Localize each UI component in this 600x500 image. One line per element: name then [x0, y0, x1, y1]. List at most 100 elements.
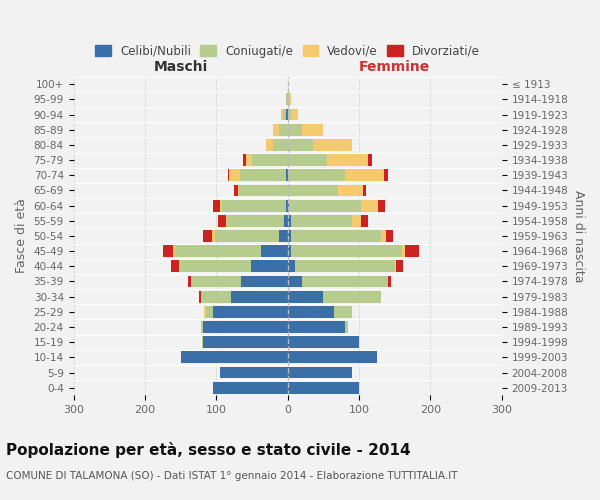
Y-axis label: Fasce di età: Fasce di età — [15, 198, 28, 274]
Bar — [215, 230, 279, 242]
Bar — [204, 306, 206, 318]
Bar — [287, 154, 327, 166]
Text: Femmine: Femmine — [359, 60, 430, 74]
Bar — [181, 352, 287, 364]
Bar — [286, 170, 287, 181]
Bar — [170, 260, 179, 272]
Bar — [361, 200, 379, 211]
Text: Maschi: Maschi — [154, 60, 208, 74]
Bar — [234, 184, 238, 196]
Bar — [287, 124, 302, 136]
Bar — [213, 382, 287, 394]
Bar — [260, 245, 287, 257]
Bar — [291, 108, 298, 120]
Bar — [287, 276, 302, 287]
Bar — [287, 321, 345, 333]
Bar — [203, 230, 212, 242]
Bar — [405, 245, 419, 257]
Bar — [287, 245, 291, 257]
Bar — [281, 108, 283, 120]
Bar — [338, 184, 362, 196]
Bar — [287, 108, 291, 120]
Bar — [266, 139, 274, 151]
Bar — [368, 154, 372, 166]
Bar — [287, 290, 323, 302]
Bar — [212, 230, 215, 242]
Bar — [175, 245, 260, 257]
Bar — [203, 321, 287, 333]
Bar — [238, 184, 239, 196]
Bar — [173, 245, 175, 257]
Bar — [287, 184, 338, 196]
Bar — [283, 108, 286, 120]
Bar — [345, 321, 349, 333]
Bar — [252, 154, 287, 166]
Bar — [230, 290, 287, 302]
Bar — [287, 336, 359, 348]
Bar — [291, 245, 402, 257]
Bar — [287, 200, 289, 211]
Bar — [220, 200, 222, 211]
Bar — [327, 154, 368, 166]
Bar — [289, 200, 361, 211]
Bar — [380, 230, 386, 242]
Bar — [352, 215, 361, 226]
Bar — [386, 230, 394, 242]
Bar — [384, 170, 388, 181]
Bar — [287, 139, 313, 151]
Bar — [179, 260, 251, 272]
Bar — [287, 230, 291, 242]
Bar — [227, 215, 284, 226]
Bar — [246, 154, 252, 166]
Bar — [313, 139, 352, 151]
Text: COMUNE DI TALAMONA (SO) - Dati ISTAT 1° gennaio 2014 - Elaborazione TUTTITALIA.I: COMUNE DI TALAMONA (SO) - Dati ISTAT 1° … — [6, 471, 458, 481]
Bar — [286, 108, 287, 120]
Bar — [213, 200, 220, 211]
Bar — [218, 215, 226, 226]
Bar — [203, 336, 287, 348]
Bar — [274, 124, 279, 136]
Bar — [302, 276, 388, 287]
Bar — [279, 230, 287, 242]
Bar — [362, 184, 366, 196]
Bar — [163, 245, 173, 257]
Bar — [240, 170, 286, 181]
Bar — [286, 200, 287, 211]
Bar — [291, 230, 380, 242]
Bar — [284, 215, 287, 226]
Bar — [274, 139, 287, 151]
Bar — [302, 124, 323, 136]
Bar — [287, 94, 289, 106]
Bar — [228, 170, 229, 181]
Bar — [295, 260, 395, 272]
Bar — [226, 215, 227, 226]
Bar — [191, 276, 241, 287]
Bar — [229, 170, 240, 181]
Bar — [213, 306, 287, 318]
Bar — [251, 260, 287, 272]
Bar — [289, 94, 291, 106]
Bar — [323, 290, 380, 302]
Bar — [361, 215, 368, 226]
Bar — [202, 336, 203, 348]
Bar — [345, 170, 384, 181]
Bar — [287, 352, 377, 364]
Bar — [287, 382, 359, 394]
Bar — [287, 306, 334, 318]
Bar — [287, 215, 291, 226]
Bar — [402, 245, 405, 257]
Bar — [287, 260, 295, 272]
Bar — [206, 306, 213, 318]
Bar — [199, 290, 200, 302]
Y-axis label: Anni di nascita: Anni di nascita — [572, 190, 585, 282]
Bar — [200, 290, 230, 302]
Bar — [287, 170, 345, 181]
Bar — [388, 276, 391, 287]
Bar — [334, 306, 352, 318]
Legend: Celibi/Nubili, Coniugati/e, Vedovi/e, Divorziati/e: Celibi/Nubili, Coniugati/e, Vedovi/e, Di… — [92, 41, 484, 61]
Bar — [287, 366, 352, 378]
Bar — [279, 124, 287, 136]
Bar — [220, 366, 287, 378]
Bar — [243, 154, 246, 166]
Bar — [188, 276, 191, 287]
